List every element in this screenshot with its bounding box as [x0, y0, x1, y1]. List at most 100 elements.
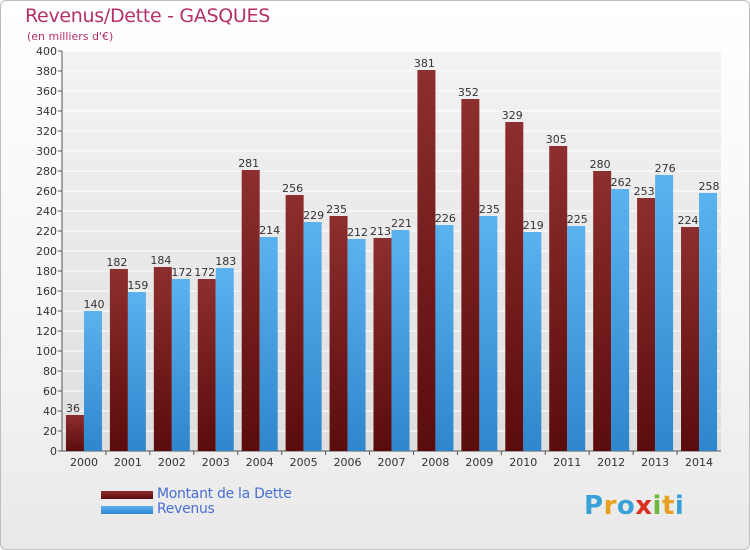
bar-revenus [83, 311, 102, 451]
bar-revenus [567, 226, 586, 451]
bar-dette [505, 122, 524, 451]
legend-swatch-debt [101, 490, 153, 499]
data-label: 262 [611, 176, 632, 189]
logo-letter: P [584, 491, 604, 521]
bar-revenus [699, 193, 718, 451]
y-tick-label: 20 [43, 425, 57, 438]
data-label: 253 [634, 185, 655, 198]
bar-revenus [347, 239, 366, 451]
proxiti-logo: Proxiti [584, 491, 684, 521]
data-label: 235 [479, 203, 500, 216]
data-label: 352 [458, 86, 479, 99]
data-label: 221 [391, 217, 412, 230]
data-label: 182 [106, 256, 127, 269]
bar-revenus [611, 189, 630, 451]
data-label: 219 [523, 219, 544, 232]
bar-dette [329, 216, 348, 451]
x-tick-label: 2005 [290, 456, 318, 469]
y-tick-label: 120 [36, 325, 57, 338]
bar-dette [197, 279, 216, 451]
data-label: 225 [567, 213, 588, 226]
data-label: 235 [326, 203, 347, 216]
x-tick-label: 2003 [202, 456, 230, 469]
data-label: 172 [171, 266, 192, 279]
logo-letter: t [661, 491, 675, 521]
y-tick-label: 0 [50, 445, 57, 458]
y-tick-label: 80 [43, 365, 57, 378]
data-label: 140 [83, 298, 104, 311]
y-tick-label: 180 [36, 265, 57, 278]
bar-revenus [435, 225, 454, 451]
y-tick-label: 200 [36, 245, 57, 258]
legend-label-debt: Montant de la Dette [157, 486, 292, 502]
bar-dette [637, 198, 656, 451]
y-tick-label: 60 [43, 385, 57, 398]
y-tick-label: 260 [36, 185, 57, 198]
bar-revenus [391, 230, 410, 451]
x-tick-label: 2013 [641, 456, 669, 469]
data-label: 212 [347, 226, 368, 239]
logo-letter: i [652, 491, 662, 521]
y-tick-label: 100 [36, 345, 57, 358]
y-tick-label: 160 [36, 285, 57, 298]
legend-label-revenus: Revenus [157, 501, 215, 517]
bar-dette [109, 269, 128, 451]
bar-revenus [127, 292, 146, 451]
data-label: 305 [546, 133, 567, 146]
y-tick-label: 320 [36, 125, 57, 138]
bar-dette [593, 171, 612, 451]
bar-dette [373, 238, 392, 451]
bar-revenus [479, 216, 498, 451]
x-tick-label: 2006 [334, 456, 362, 469]
data-label: 214 [259, 224, 280, 237]
x-tick-label: 2009 [465, 456, 493, 469]
bar-dette [65, 415, 84, 451]
data-label: 184 [150, 254, 171, 267]
bar-revenus [303, 222, 322, 451]
y-tick-label: 220 [36, 225, 57, 238]
logo-letter: o [616, 491, 636, 521]
data-label: 258 [699, 180, 720, 193]
data-label: 281 [238, 157, 259, 170]
chart-subtitle: (en milliers d'€) [27, 30, 114, 43]
x-tick-label: 2011 [553, 456, 581, 469]
x-tick-label: 2001 [114, 456, 142, 469]
y-tick-label: 280 [36, 165, 57, 178]
data-label: 36 [66, 402, 80, 415]
y-tick-label: 300 [36, 145, 57, 158]
x-tick-label: 2008 [421, 456, 449, 469]
data-label: 224 [678, 214, 699, 227]
x-tick-label: 2007 [378, 456, 406, 469]
y-tick-label: 240 [36, 205, 57, 218]
logo-letter: x [635, 491, 653, 521]
data-label: 329 [502, 109, 523, 122]
bar-dette [153, 267, 172, 451]
bar-revenus [655, 175, 674, 451]
legend-swatch-revenus [101, 505, 153, 514]
y-tick-label: 340 [36, 105, 57, 118]
x-tick-label: 2002 [158, 456, 186, 469]
data-label: 172 [194, 266, 215, 279]
data-label: 229 [303, 209, 324, 222]
y-tick-label: 40 [43, 405, 57, 418]
data-label: 280 [590, 158, 611, 171]
bar-revenus [523, 232, 542, 451]
y-tick-label: 400 [36, 45, 57, 58]
data-label: 183 [215, 255, 236, 268]
data-label: 226 [435, 212, 456, 225]
chart-title: Revenus/Dette - GASQUES [25, 5, 271, 27]
x-tick-label: 2010 [509, 456, 537, 469]
bar-dette [461, 99, 480, 451]
logo-letter: i [674, 491, 685, 521]
bar-revenus [259, 237, 278, 451]
bar-dette [285, 195, 304, 451]
bar-revenus [215, 268, 234, 451]
x-tick-label: 2004 [246, 456, 274, 469]
y-tick-label: 380 [36, 65, 57, 78]
x-tick-label: 2012 [597, 456, 625, 469]
y-tick-label: 360 [36, 85, 57, 98]
data-label: 213 [370, 225, 391, 238]
data-label: 256 [282, 182, 303, 195]
